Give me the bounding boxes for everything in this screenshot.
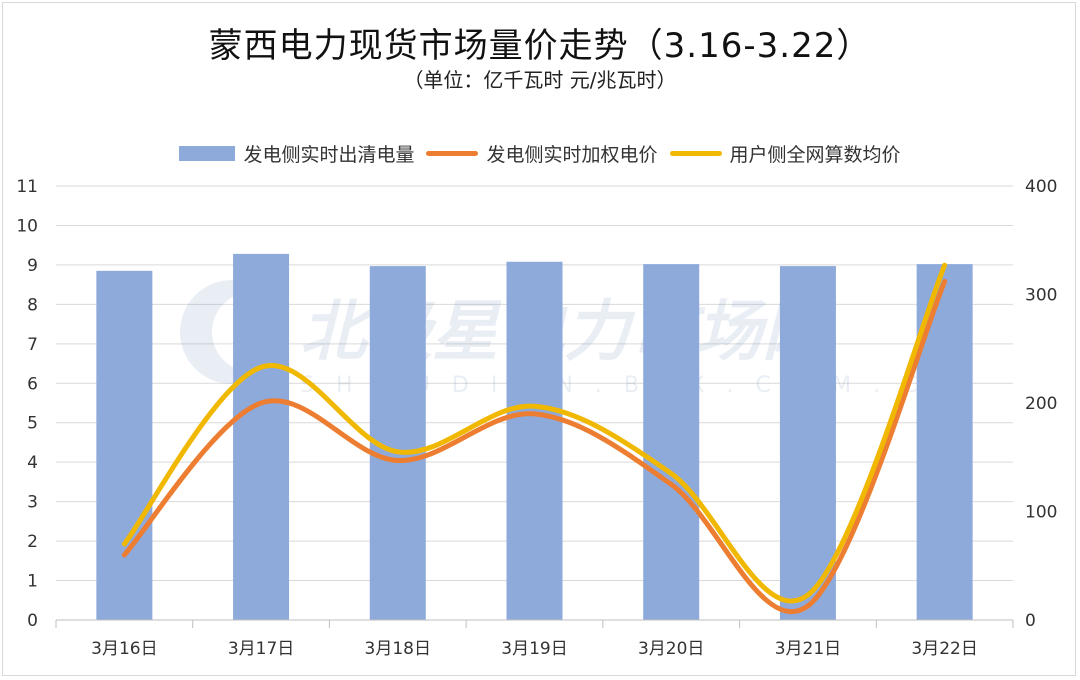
chart-title: 蒙西电力现货市场量价走势（3.16-3.22） [208,26,872,66]
bar [779,266,836,620]
x-tick-label: 3月21日 [775,639,841,659]
y-left-tick-label: 6 [27,374,38,394]
y-left-tick-label: 2 [27,532,38,552]
chart-legend: 发电侧实时出清电量 发电侧实时加权电价 用户侧全网算数均价 [0,140,1080,167]
legend-swatch-line-orange [426,151,479,156]
y-right-tick-label: 300 [1025,286,1057,306]
legend-item-user-price: 用户侧全网算数均价 [669,140,901,167]
chart-subtitle: （单位：亿千瓦时 元/兆瓦时） [403,68,677,92]
y-left-tick-label: 5 [27,414,38,434]
bar [506,261,563,620]
series-line-user-price [121,262,948,604]
bar [96,270,153,620]
y-left-tick-label: 9 [27,256,38,276]
y-left-tick-label: 8 [27,295,38,315]
legend-item-gen-price: 发电侧实时加权电价 [426,140,658,167]
x-tick-label: 3月20日 [638,639,704,659]
y-left-tick-label: 10 [16,216,38,236]
y-right-tick-label: 400 [1025,177,1057,197]
x-tick-label: 3月17日 [228,639,294,659]
legend-label-gen-price: 发电侧实时加权电价 [486,144,658,166]
x-tick-label: 3月19日 [501,639,567,659]
x-tick-label: 3月18日 [365,639,431,659]
y-left-tick-label: 0 [27,611,38,631]
y-left-tick-label: 4 [27,453,38,473]
legend-swatch-line-yellow [669,151,722,156]
x-tick-label: 3月22日 [911,639,977,659]
bar [643,264,700,620]
legend-label-user-price: 用户侧全网算数均价 [729,144,901,166]
legend-item-volume: 发电侧实时出清电量 [179,140,414,167]
legend-label-volume: 发电侧实时出清电量 [243,144,415,166]
bar [233,253,290,620]
legend-swatch-bar [179,146,236,161]
y-right-tick-label: 100 [1025,503,1057,523]
y-left-tick-label: 7 [27,335,38,355]
x-tick-label: 3月16日 [91,639,157,659]
series-line-gen-price [121,278,948,615]
y-right-tick-label: 200 [1025,394,1057,414]
y-left-tick-label: 1 [27,572,38,592]
y-right-tick-label: 0 [1025,611,1036,631]
y-left-tick-label: 3 [27,493,38,513]
y-left-tick-label: 11 [16,177,38,197]
